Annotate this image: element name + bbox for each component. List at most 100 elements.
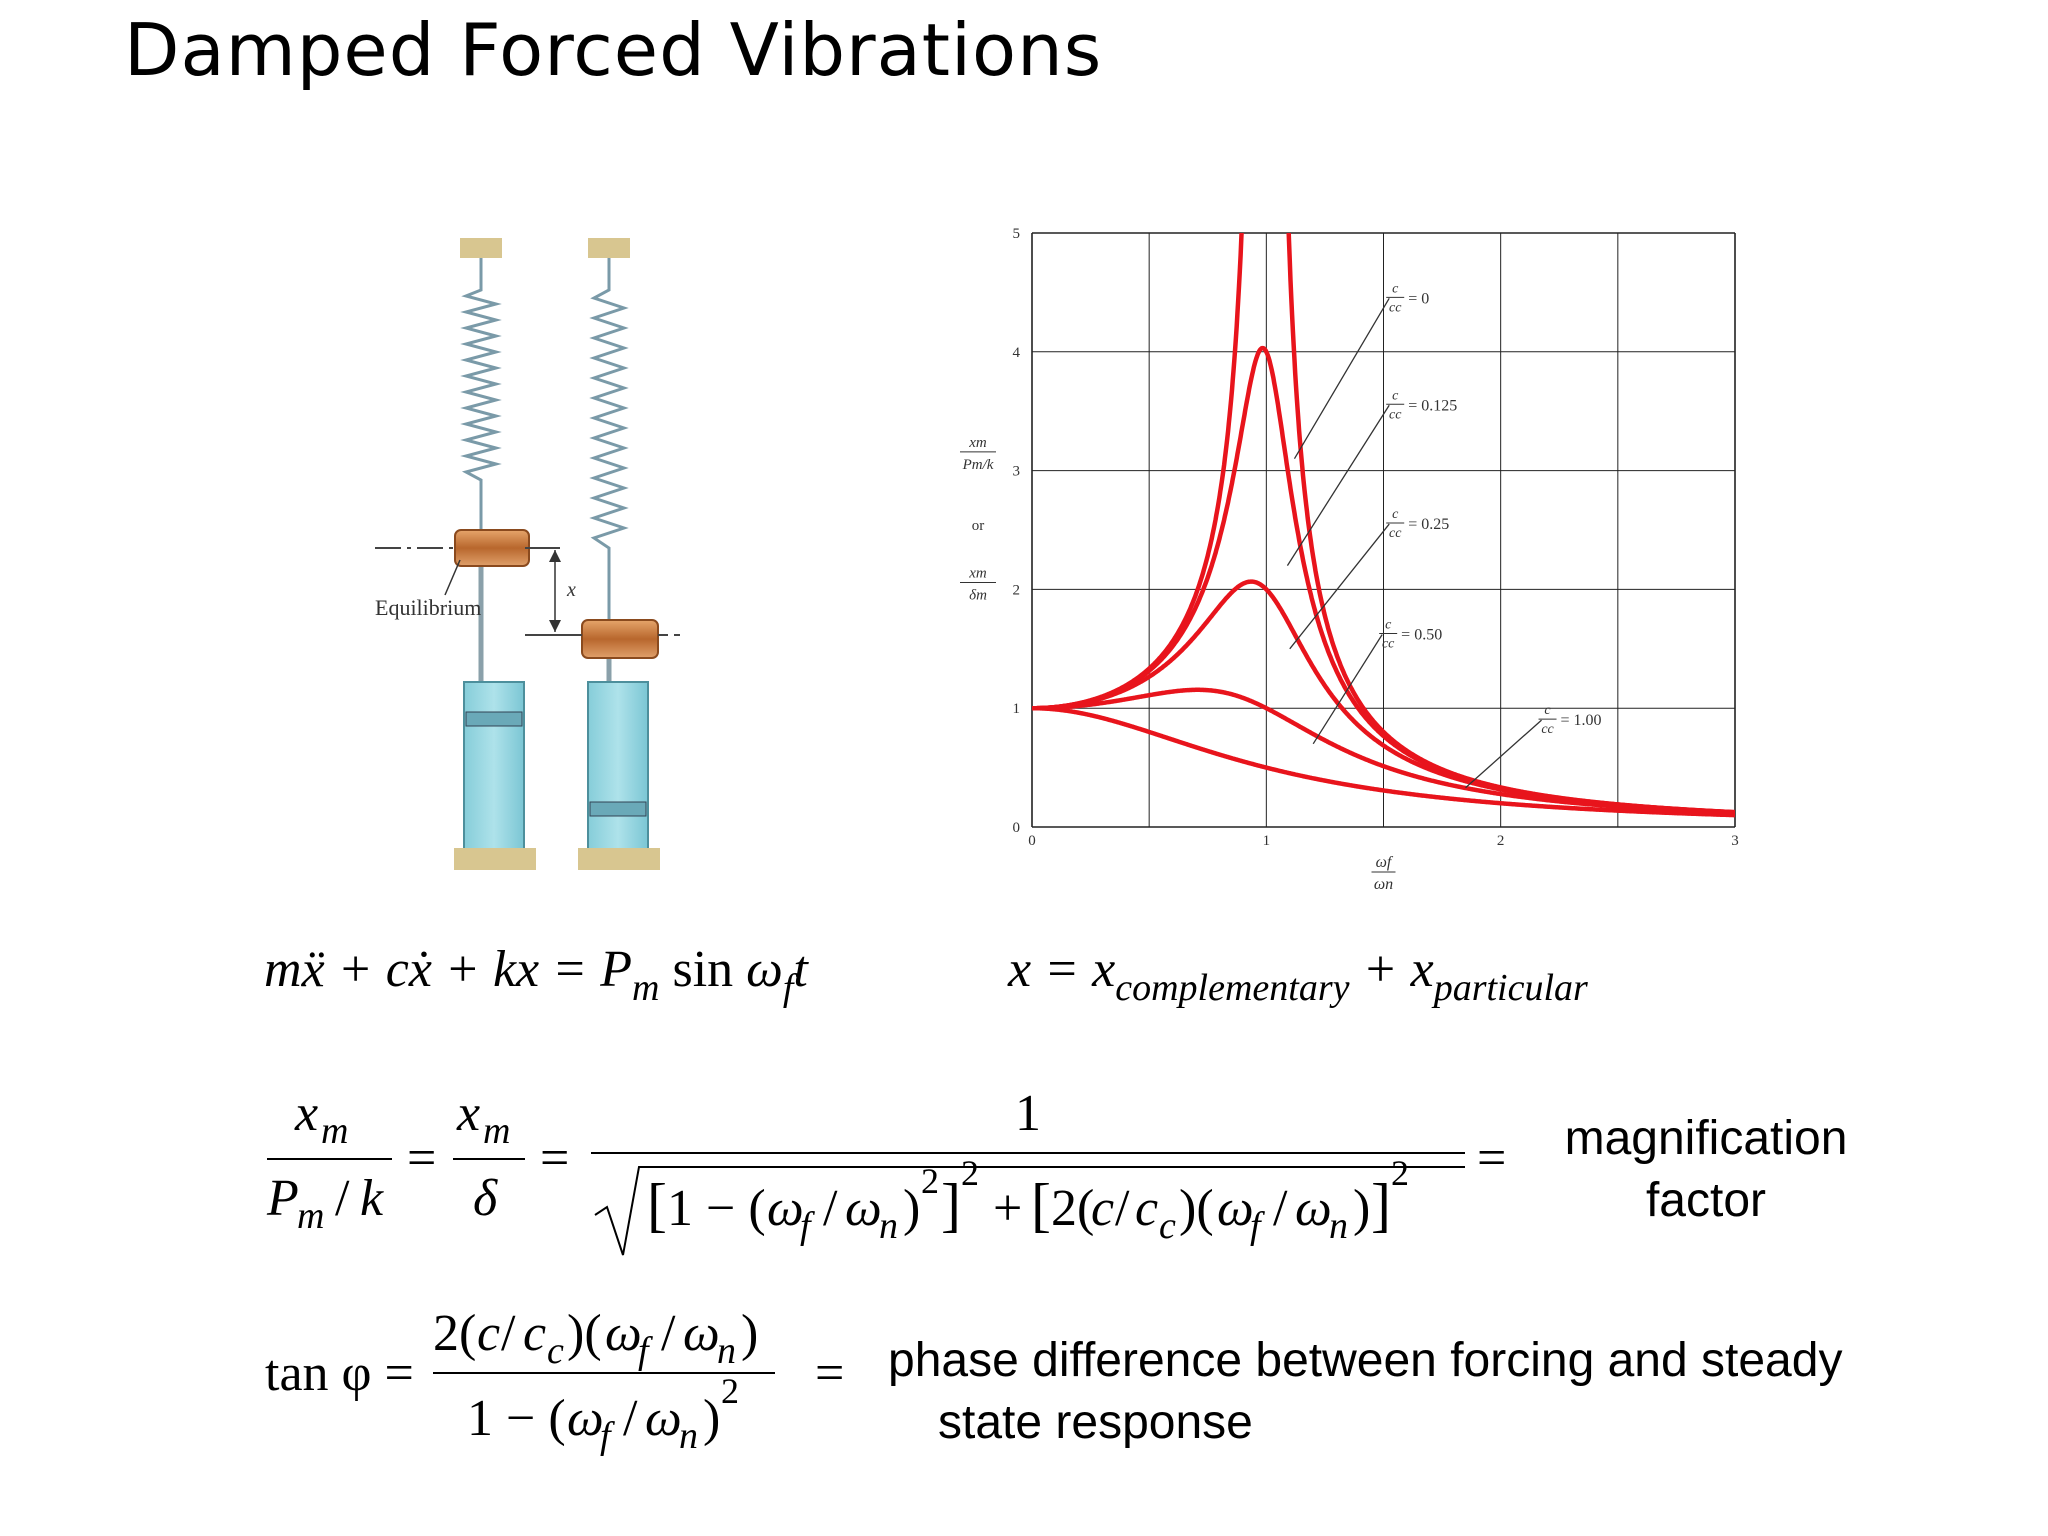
svg-text:): ) xyxy=(741,1305,758,1362)
annotation-label: ccc= 1.00 xyxy=(1538,703,1602,737)
right-spring xyxy=(589,258,629,622)
right-floor-support xyxy=(578,848,660,870)
svg-text:ω: ω xyxy=(767,1180,804,1237)
mag-numerator: 1 xyxy=(1015,1085,1041,1142)
svg-text:]: ] xyxy=(941,1172,961,1238)
svg-text:n: n xyxy=(879,1205,898,1247)
y-axis-label-part: or xyxy=(972,518,985,534)
svg-text:m: m xyxy=(483,1110,510,1152)
svg-text:2: 2 xyxy=(921,1161,939,1201)
svg-text:P: P xyxy=(266,1170,299,1227)
right-ceiling-support xyxy=(588,238,630,258)
svg-text:ω: ω xyxy=(567,1390,604,1447)
left-damper-cylinder xyxy=(463,681,525,851)
chart-axis-labels: ωf ωn xm Pm/k or xm δm xyxy=(960,435,1396,893)
svg-text:n: n xyxy=(717,1330,736,1372)
svg-text:/: / xyxy=(623,1390,638,1447)
svg-text:m: m xyxy=(297,1195,324,1237)
left-ceiling-support xyxy=(460,238,502,258)
svg-text:ω: ω xyxy=(1295,1180,1332,1237)
displacement-x-label: x xyxy=(566,579,576,601)
annotation-leader xyxy=(1312,634,1383,745)
svg-text:c: c xyxy=(523,1305,546,1362)
phase-note-line-1: phase difference between forcing and ste… xyxy=(888,1334,1843,1387)
annotation-value: = 0.25 xyxy=(1408,516,1449,533)
y-tick-label: 0 xyxy=(1013,820,1021,836)
annotation-value: = 0.50 xyxy=(1401,627,1442,644)
annotation-ratio-numerator: c xyxy=(1385,618,1392,633)
annotation-label: ccc= 0.50 xyxy=(1379,618,1442,652)
svg-text:): ) xyxy=(903,1180,920,1237)
svg-text:δ: δ xyxy=(473,1170,498,1227)
svg-text:c: c xyxy=(1159,1205,1176,1247)
annotation-ratio-denominator: cc xyxy=(1389,407,1402,422)
svg-text:c: c xyxy=(1091,1180,1114,1237)
annotation-leader xyxy=(1293,298,1390,460)
x-tick-label: 0 xyxy=(1028,833,1036,849)
curve-c-cc-1-00 xyxy=(1032,705,1735,818)
svg-text:2(: 2( xyxy=(433,1305,476,1362)
annotation-label: ccc= 0.125 xyxy=(1386,388,1457,422)
left-piston xyxy=(465,711,523,727)
equation-of-motion: mẍ + cẋ + kx = Pm sin ωft xyxy=(264,941,808,1009)
right-piston xyxy=(589,801,647,817)
annotation-ratio-numerator: c xyxy=(1544,703,1551,718)
svg-text:2: 2 xyxy=(961,1153,979,1193)
svg-text:f: f xyxy=(800,1205,815,1247)
svg-text:c: c xyxy=(547,1330,564,1372)
y-axis-label-part: δm xyxy=(969,588,987,604)
svg-text:c: c xyxy=(1135,1180,1158,1237)
svg-text:f: f xyxy=(1250,1205,1265,1247)
annotation-ratio-numerator: c xyxy=(1392,388,1399,403)
svg-text:/: / xyxy=(823,1180,838,1237)
y-axis-label-part: xm xyxy=(968,435,987,451)
left-floor-support xyxy=(454,848,536,870)
annotation-label: ccc= 0.25 xyxy=(1386,507,1449,541)
equilibrium-label: Equilibrium xyxy=(375,595,481,620)
curve-c-cc-0-50 xyxy=(1032,687,1735,816)
svg-text:)(: )( xyxy=(1179,1180,1214,1237)
svg-text:2: 2 xyxy=(1391,1153,1409,1193)
y-axis-label-part: Pm/k xyxy=(962,457,994,473)
svg-text:f: f xyxy=(638,1330,653,1372)
svg-text:ω: ω xyxy=(605,1305,642,1362)
svg-text:c: c xyxy=(477,1305,500,1362)
svg-text:/: / xyxy=(335,1170,350,1227)
svg-text:=: = xyxy=(407,1130,436,1187)
phase-lhs: tan φ = xyxy=(265,1345,414,1402)
annotation-ratio-numerator: c xyxy=(1392,281,1399,296)
chart-grid xyxy=(1031,232,1736,828)
svg-text:ω: ω xyxy=(645,1390,682,1447)
svg-text:=: = xyxy=(1477,1130,1506,1187)
svg-text:2(: 2( xyxy=(1051,1180,1094,1237)
chart-curves xyxy=(1032,233,1735,818)
magnification-note-line-2: factor xyxy=(1645,1174,1767,1227)
general-solution-equation: x = xcomplementary + xparticular xyxy=(1008,941,1588,1009)
x-tick-label: 3 xyxy=(1731,833,1739,849)
svg-text:1 − (: 1 − ( xyxy=(467,1390,566,1447)
svg-text:2: 2 xyxy=(721,1371,739,1411)
spring-mass-damper-illustration: Equilibrium x xyxy=(375,238,680,870)
annotation-ratio-denominator: cc xyxy=(1389,526,1402,541)
y-tick-label: 4 xyxy=(1013,345,1021,361)
svg-text:/: / xyxy=(1273,1180,1288,1237)
annotation-leader xyxy=(1286,404,1390,566)
svg-text:x: x xyxy=(294,1085,318,1142)
svg-text:ω: ω xyxy=(845,1180,882,1237)
y-axis-label-part: xm xyxy=(968,566,987,582)
svg-text:/: / xyxy=(661,1305,676,1362)
annotation-leader xyxy=(1289,523,1390,650)
annotation-ratio-numerator: c xyxy=(1392,507,1399,522)
left-mass xyxy=(454,529,530,567)
left-assembly xyxy=(375,238,560,870)
svg-text:[: [ xyxy=(1031,1172,1051,1238)
annotation-value: = 0 xyxy=(1408,290,1429,307)
svg-text:+: + xyxy=(993,1180,1022,1237)
svg-text:=: = xyxy=(540,1130,569,1187)
x-tick-label: 2 xyxy=(1497,833,1505,849)
x-axis-label-denominator: ωn xyxy=(1374,876,1393,893)
